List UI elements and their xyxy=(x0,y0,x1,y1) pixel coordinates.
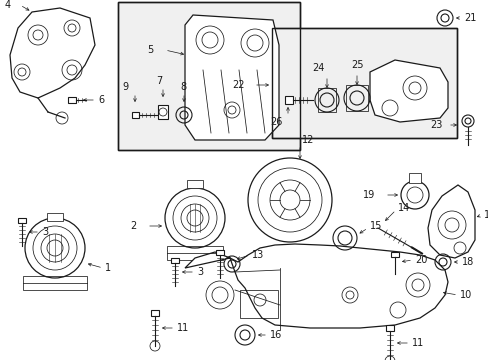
Bar xyxy=(23,276,87,290)
Polygon shape xyxy=(427,185,474,258)
Text: 12: 12 xyxy=(302,135,314,145)
Bar xyxy=(118,2,299,150)
Text: 18: 18 xyxy=(461,257,473,267)
Polygon shape xyxy=(184,244,447,328)
Text: 10: 10 xyxy=(459,290,471,300)
Bar xyxy=(132,112,139,118)
Bar xyxy=(346,85,367,111)
Text: 2: 2 xyxy=(130,221,136,231)
Text: 7: 7 xyxy=(156,76,162,86)
Polygon shape xyxy=(10,8,95,98)
Text: 6: 6 xyxy=(98,95,104,105)
Text: 24: 24 xyxy=(311,63,324,73)
Bar xyxy=(240,290,278,318)
Bar xyxy=(151,310,159,316)
Text: 3: 3 xyxy=(42,227,48,237)
Text: 9: 9 xyxy=(122,82,128,92)
Text: 15: 15 xyxy=(369,221,382,231)
Text: 5: 5 xyxy=(147,45,153,55)
Bar xyxy=(186,180,203,188)
Bar xyxy=(271,28,456,138)
Text: 19: 19 xyxy=(362,190,374,200)
Text: 21: 21 xyxy=(463,13,475,23)
Text: 11: 11 xyxy=(411,338,424,348)
Polygon shape xyxy=(184,15,279,140)
Bar xyxy=(317,88,335,112)
Bar xyxy=(171,258,179,263)
Bar xyxy=(18,218,26,223)
Text: 11: 11 xyxy=(177,323,189,333)
Text: 26: 26 xyxy=(269,117,282,127)
Text: 1: 1 xyxy=(105,263,111,273)
Bar xyxy=(216,250,224,255)
Bar xyxy=(158,105,168,119)
Text: 20: 20 xyxy=(414,255,427,265)
Bar xyxy=(408,173,420,183)
Text: 3: 3 xyxy=(197,267,203,277)
Bar xyxy=(118,2,299,150)
Bar xyxy=(167,246,223,260)
Bar xyxy=(271,28,456,138)
Polygon shape xyxy=(369,60,447,122)
Text: 25: 25 xyxy=(350,60,363,70)
Text: 13: 13 xyxy=(251,250,264,260)
Bar xyxy=(285,96,292,104)
Text: 22: 22 xyxy=(231,80,244,90)
Bar xyxy=(47,213,63,221)
Bar xyxy=(390,252,398,257)
Text: 4: 4 xyxy=(5,0,11,10)
Bar xyxy=(68,97,76,103)
Text: 23: 23 xyxy=(429,120,442,130)
Bar xyxy=(385,325,393,331)
Text: 8: 8 xyxy=(180,82,186,92)
Text: 14: 14 xyxy=(397,203,409,213)
Text: 16: 16 xyxy=(269,330,282,340)
Text: 17: 17 xyxy=(483,210,488,220)
